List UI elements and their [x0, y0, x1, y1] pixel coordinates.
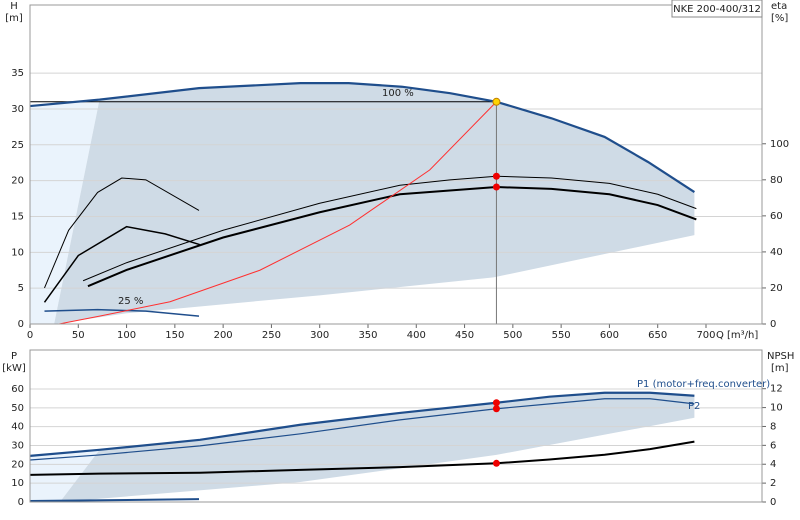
- y-tick-label: 10: [11, 247, 24, 258]
- y-tick-label: 15: [11, 211, 24, 222]
- x-tick-label: 0: [27, 330, 33, 341]
- title-box: [671, 0, 763, 18]
- curve: [29, 391, 695, 457]
- duty-point: [492, 97, 501, 106]
- operating-range: [54, 83, 695, 324]
- curve: [29, 498, 200, 503]
- y2-tick-label: 4: [770, 459, 776, 470]
- y-axis-label: P: [11, 351, 17, 362]
- y2-tick-label: 12: [770, 384, 783, 395]
- y2-axis-label: eta: [771, 1, 787, 12]
- y2-tick-label: 60: [770, 211, 783, 222]
- x-tick-label: 350: [358, 330, 377, 341]
- y2-tick-label: 40: [770, 247, 783, 258]
- y-tick-label: 25: [11, 140, 24, 151]
- duty-point: [492, 172, 500, 180]
- y2-axis-unit: [m]: [771, 363, 789, 374]
- x-tick-label: 550: [552, 330, 571, 341]
- y-tick-label: 10: [11, 478, 24, 489]
- x-tick-label: 100: [117, 330, 136, 341]
- plot-frame: [29, 4, 763, 325]
- y-tick-label: 30: [11, 104, 24, 115]
- y-tick-label: 50: [11, 403, 24, 414]
- y2-tick-label: 8: [770, 421, 776, 432]
- duty-point: [492, 399, 500, 407]
- curve: [44, 177, 200, 289]
- y2-tick-label: 0: [770, 319, 776, 330]
- curve: [87, 186, 697, 288]
- plot-frame: [29, 349, 763, 503]
- curve: [82, 175, 697, 282]
- y2-tick-label: 20: [770, 283, 783, 294]
- y-tick-label: 30: [11, 440, 24, 451]
- curve: [29, 398, 695, 461]
- x-tick-label: 600: [600, 330, 619, 341]
- curve-label: 25 %: [118, 296, 143, 307]
- curve-label: P1 (motor+freq.converter): [637, 379, 770, 390]
- x-tick-label: 300: [310, 330, 329, 341]
- curve-label: P2: [688, 401, 700, 412]
- y-tick-label: 5: [18, 283, 24, 294]
- curve-label: 100 %: [382, 88, 414, 99]
- x-tick-label: 200: [214, 330, 233, 341]
- x-tick-label: 150: [165, 330, 184, 341]
- y2-tick-label: 100: [770, 139, 789, 150]
- operating-range: [30, 449, 100, 502]
- x-tick-label: 250: [262, 330, 281, 341]
- y-tick-label: 20: [11, 459, 24, 470]
- x-tick-label: 650: [648, 330, 667, 341]
- curve: [44, 308, 200, 317]
- curve: [58, 101, 497, 325]
- y-tick-label: 0: [18, 319, 24, 330]
- curve: [43, 225, 201, 303]
- operating-range: [30, 99, 100, 324]
- y-tick-label: 20: [11, 176, 24, 187]
- duty-point: [492, 183, 500, 191]
- x-tick-label: 50: [72, 330, 85, 341]
- operating-range: [59, 392, 695, 502]
- duty-point: [492, 459, 500, 467]
- duty-point: [492, 405, 500, 413]
- y2-tick-label: 6: [770, 440, 776, 451]
- x-axis-label: Q [m³/h]: [716, 330, 758, 341]
- y-tick-label: 35: [11, 68, 24, 79]
- y2-axis-label: NPSH: [767, 351, 794, 362]
- y-axis-label: H: [10, 1, 18, 12]
- y2-tick-label: 0: [770, 497, 776, 508]
- chart-title: NKE 200-400/312: [673, 4, 761, 15]
- y2-axis-unit: [%]: [771, 13, 788, 24]
- x-tick-label: 700: [696, 330, 715, 341]
- y2-tick-label: 10: [770, 403, 783, 414]
- y-axis-unit: [m]: [5, 13, 23, 24]
- y-axis-unit: [kW]: [2, 363, 26, 374]
- y-tick-label: 0: [18, 497, 24, 508]
- y2-tick-label: 80: [770, 175, 783, 186]
- x-tick-label: 450: [455, 330, 474, 341]
- x-tick-label: 400: [407, 330, 426, 341]
- curve: [29, 82, 696, 194]
- y2-tick-label: 2: [770, 478, 776, 489]
- curve: [29, 440, 695, 476]
- x-tick-label: 500: [503, 330, 522, 341]
- y-tick-label: 40: [11, 422, 24, 433]
- y-tick-label: 60: [11, 384, 24, 395]
